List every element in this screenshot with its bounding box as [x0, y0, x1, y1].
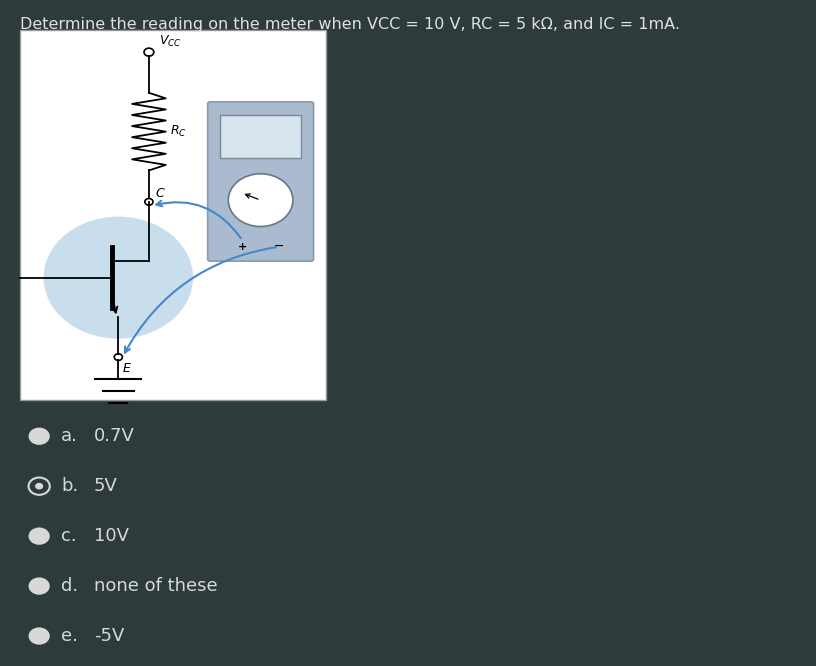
Text: -5V: -5V: [94, 627, 124, 645]
Circle shape: [29, 627, 50, 645]
Bar: [220, 115, 301, 159]
Circle shape: [29, 428, 50, 445]
Text: +: +: [237, 242, 247, 252]
Text: $E$: $E$: [122, 362, 132, 376]
Text: b.: b.: [61, 477, 78, 496]
Text: $R_C$: $R_C$: [170, 124, 187, 139]
Text: $V_{CC}$: $V_{CC}$: [158, 34, 181, 49]
FancyBboxPatch shape: [20, 30, 326, 400]
Text: c.: c.: [61, 527, 77, 545]
Text: 10V: 10V: [94, 527, 129, 545]
Circle shape: [228, 174, 293, 226]
Circle shape: [43, 216, 193, 338]
Text: d.: d.: [61, 577, 78, 595]
Text: none of these: none of these: [94, 577, 218, 595]
Text: Determine the reading on the meter when VCC = 10 V, RC = 5 kΩ, and IC = 1mA.: Determine the reading on the meter when …: [20, 17, 681, 32]
Circle shape: [35, 483, 43, 490]
Text: −: −: [273, 240, 284, 253]
Text: $C$: $C$: [155, 187, 166, 200]
Text: a.: a.: [61, 427, 78, 446]
FancyArrowPatch shape: [157, 200, 241, 238]
Text: 0.7V: 0.7V: [94, 427, 135, 446]
FancyBboxPatch shape: [207, 102, 313, 261]
Circle shape: [29, 577, 50, 595]
Text: e.: e.: [61, 627, 78, 645]
Circle shape: [29, 527, 50, 545]
FancyArrowPatch shape: [125, 247, 276, 352]
Text: 5V: 5V: [94, 477, 118, 496]
